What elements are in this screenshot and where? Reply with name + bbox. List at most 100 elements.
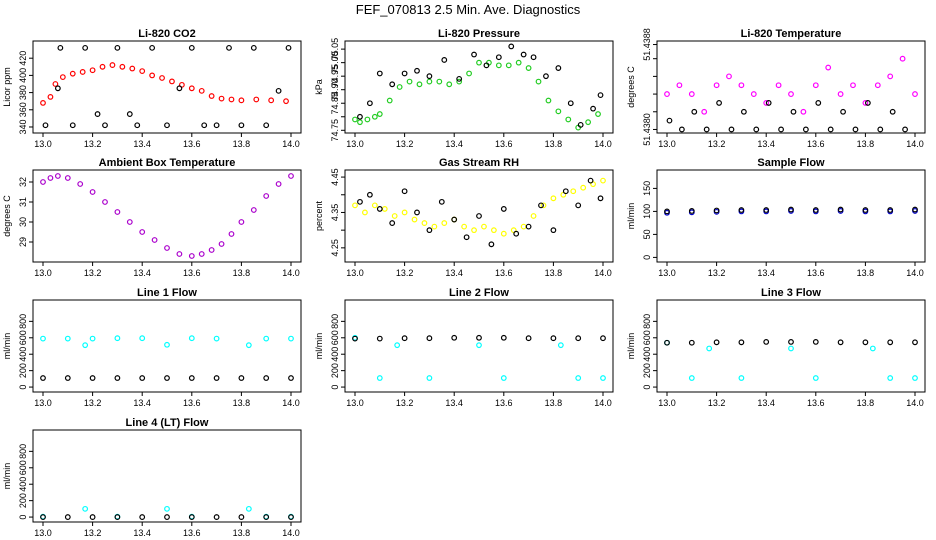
panel-1-data-point [238, 122, 245, 129]
panel-10-ytick-label: 0 [18, 515, 28, 520]
panel-2-data-point [595, 111, 601, 117]
panel-9-data-point [738, 339, 745, 346]
panel-5-data-point [414, 209, 420, 216]
panel-9-frame [656, 299, 926, 393]
panel-3-data-point [728, 126, 735, 133]
panel-8-data-point [550, 335, 557, 342]
panel-7-xtick-label: 13.6 [183, 398, 201, 408]
panel-7-data-point [188, 375, 195, 381]
panel-7-series-line-1 [40, 335, 294, 349]
panel-8-ytick-label: 400 [330, 347, 340, 362]
panel-6-data-point [688, 208, 695, 214]
panel-4-ytick-label: 32 [18, 177, 28, 187]
panel-7-data-point [64, 335, 71, 342]
panel-9-title: Line 3 Flow [761, 287, 821, 299]
panel-5-data-point [463, 234, 470, 241]
panel-7-data-point [164, 341, 170, 348]
panel-10-series-line-4-reference [40, 514, 294, 520]
panel-4-data-point [64, 175, 71, 181]
panel-6-data-point [788, 206, 794, 213]
panel-1-ytick-label: 420 [18, 51, 28, 66]
panel-8-series-line-2 [352, 334, 606, 381]
panel-9-ytick-label: 0 [642, 385, 652, 390]
panel-3-data-point [862, 100, 869, 106]
panel-3-li-820-temperature: Li-820 Temperature degrees C 13.0 13.2 13.4 1… [626, 28, 926, 149]
panel-10-series-line-4 [40, 505, 294, 520]
panel-3-data-point [800, 108, 807, 115]
panel-3-data-point [750, 91, 757, 97]
panel-7-data-point [139, 335, 146, 342]
panel-4-data-point [176, 251, 183, 257]
panel-7-ytick-label: 600 [18, 330, 28, 345]
panel-8-ytick-label: 600 [330, 330, 340, 345]
panel-3-data-point [837, 91, 844, 97]
panel-7-xtick-label: 13.2 [84, 398, 102, 408]
panel-1-data-point [226, 44, 232, 51]
panel-5-data-point [421, 220, 428, 226]
panel-4-ytick-label: 29 [18, 237, 28, 247]
panel-2-data-point [414, 67, 420, 74]
panel-7-data-point [40, 335, 46, 342]
panel-5-data-point [525, 223, 532, 230]
panel-2-data-point [389, 81, 396, 88]
panel-1-data-point [102, 122, 108, 129]
panel-1-xtick-label: 13.0 [34, 139, 52, 149]
panel-1-xtick-label: 13.6 [183, 139, 201, 149]
panel-10-data-point [114, 514, 121, 520]
panel-2-data-point [597, 92, 604, 99]
panel-2-data-point [416, 81, 423, 88]
panel-2-ytick-label: 75.05 [330, 38, 340, 61]
panel-3-data-point [889, 108, 896, 115]
panel-6-data-point [812, 207, 819, 213]
panel-10-xtick-label: 13.4 [133, 528, 151, 538]
panel-1-data-point [198, 87, 205, 94]
panel-7-xtick-label: 13.8 [233, 398, 251, 408]
panel-3-data-point [877, 126, 884, 133]
panel-2-data-point [565, 116, 572, 123]
panel-5-xtick-label: 13.4 [445, 268, 463, 278]
panel-9-data-point [713, 339, 720, 346]
panel-7-data-point [213, 375, 220, 381]
panel-8-data-point [401, 335, 408, 342]
panel-10-data-point [40, 514, 46, 520]
panel-8-data-point [426, 375, 433, 381]
panel-8-xtick-label: 13.6 [495, 398, 513, 408]
panel-8-xtick-label: 13.4 [445, 398, 463, 408]
panel-4-data-point [238, 219, 245, 225]
panel-3-xtick-label: 13.4 [757, 139, 775, 149]
panel-5-xtick-label: 13.2 [396, 268, 414, 278]
panel-7-xtick-label: 13.4 [133, 398, 151, 408]
panel-7-data-point [64, 375, 71, 381]
panel-9-line-3-flow: Line 3 Flow ml/min 13.0 13.2 13.4 13.6 13.8 14.… [626, 287, 926, 408]
panel-2-data-point [495, 54, 502, 61]
panel-3-title: Li-820 Temperature [741, 28, 842, 40]
panel-4-data-point [114, 209, 121, 215]
panel-6-data-point [862, 207, 869, 213]
panel-8-ytick-label: 800 [330, 314, 340, 329]
panel-2-data-point [530, 54, 537, 61]
panel-6-xtick-label: 13.2 [708, 268, 726, 278]
panel-7-data-point [114, 375, 121, 381]
panel-1-data-point [263, 122, 270, 129]
panel-3-data-point [788, 91, 794, 97]
panel-3-xtick-label: 13.2 [708, 139, 726, 149]
panel-10-ytick-label: 200 [18, 493, 28, 508]
panel-1-data-point [201, 122, 208, 129]
panel-4-xtick-label: 13.8 [233, 268, 251, 278]
panel-9-data-point [738, 375, 745, 381]
panel-4-data-point [40, 179, 46, 185]
panel-5-data-point [451, 216, 458, 223]
panel-9-xtick-label: 13.8 [857, 398, 875, 408]
panel-1-data-point [57, 44, 64, 51]
panel-10-ylabel: ml/min [2, 463, 12, 490]
panel-2-data-point [366, 100, 373, 107]
panel-1-data-point [42, 122, 49, 129]
panel-6-data-point [887, 207, 894, 213]
panel-5-xtick-label: 13.8 [545, 268, 563, 278]
panel-9-data-point [706, 345, 713, 352]
panel-2-data-point [456, 78, 463, 85]
panel-3-data-point [775, 82, 782, 89]
panel-8-data-point [476, 342, 482, 349]
panel-7-line-1-flow: Line 1 Flow ml/min 13.0 13.2 13.4 13.6 13.8 14.… [2, 287, 302, 408]
panel-1-series-co2-reference [42, 44, 292, 129]
